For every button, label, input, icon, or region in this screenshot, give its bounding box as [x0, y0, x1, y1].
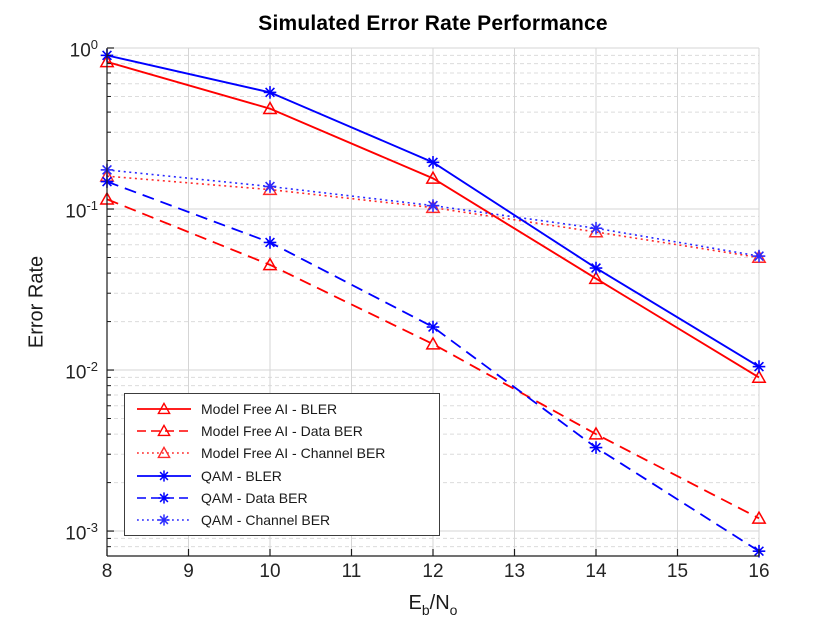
x-tick-label: 12: [422, 561, 444, 582]
legend-label: Model Free AI - Channel BER: [201, 445, 386, 462]
legend-label: QAM - Data BER: [201, 489, 308, 506]
y-tick-label: 10-1: [65, 198, 98, 223]
series-line: [106, 198, 760, 520]
asterisk-marker: [159, 515, 169, 525]
legend-item: QAM - Channel BER: [135, 510, 435, 530]
legend-item: QAM - BLER: [135, 466, 435, 486]
legend-item: Model Free AI - Data BER: [135, 421, 435, 441]
triangle-marker: [157, 402, 171, 415]
asterisk-marker: [428, 322, 438, 332]
legend-line-sample: [137, 446, 191, 459]
x-tick-label: 11: [341, 561, 362, 582]
x-tick-label: 15: [666, 561, 689, 582]
triangle-marker: [425, 336, 441, 350]
legend-line-sample: [137, 492, 191, 504]
asterisk-marker: [265, 237, 275, 248]
triangle-marker: [262, 100, 278, 115]
x-tick-label: 10: [259, 561, 281, 582]
asterisk-marker: [265, 87, 275, 98]
legend-line-sample: [137, 424, 191, 437]
asterisk-marker: [591, 263, 601, 274]
x-axis-label-subscript: b: [421, 602, 430, 618]
triangle-marker: [425, 170, 441, 184]
asterisk-marker: [591, 223, 601, 234]
legend-line-sample: [137, 402, 191, 415]
triangle-marker: [588, 426, 604, 440]
legend-label: Model Free AI - Data BER: [201, 423, 363, 440]
legend-item: Model Free AI - Channel BER: [135, 443, 435, 463]
asterisk-marker: [591, 442, 601, 453]
asterisk-marker: [159, 471, 169, 480]
triangle-marker: [157, 424, 171, 437]
triangle-marker: [157, 446, 171, 459]
asterisk-marker: [754, 251, 764, 262]
x-tick-label: 13: [503, 561, 526, 582]
series-line: [106, 180, 760, 552]
legend-line-sample: [137, 469, 191, 482]
triangle-marker: [751, 369, 767, 383]
y-tick-label: 100: [69, 37, 98, 62]
y-tick-label: 10-3: [65, 520, 98, 545]
asterisk-marker: [754, 361, 764, 372]
asterisk-marker: [265, 181, 275, 192]
x-tick-label: 8: [101, 561, 113, 582]
legend-item: Model Free AI - BLER: [135, 399, 435, 419]
triangle-marker: [425, 199, 441, 214]
asterisk-marker: [428, 200, 438, 211]
x-tick-label: 9: [183, 561, 194, 582]
legend: Model Free AI - BLER Model Free AI - Data…: [124, 393, 440, 536]
x-axis-label: Eb/No: [107, 592, 759, 618]
x-axis-label-text: /N: [429, 592, 450, 614]
triangle-marker: [262, 257, 278, 271]
legend-label: Model Free AI - BLER: [201, 401, 338, 418]
y-axis-label: Error Rate: [25, 255, 48, 349]
triangle-marker: [751, 510, 767, 524]
triangle-marker: [588, 270, 604, 285]
series-line: [106, 60, 760, 379]
y-tick-label: 10-2: [65, 359, 98, 384]
x-tick-label: 14: [585, 561, 607, 582]
legend-label: QAM - Channel BER: [201, 511, 331, 528]
x-axis-label-subscript: o: [449, 602, 458, 618]
legend-label: QAM - BLER: [201, 467, 282, 484]
asterisk-marker: [428, 157, 438, 168]
legend-line-sample: [137, 514, 191, 526]
chart-title: Simulated Error Rate Performance: [258, 12, 608, 35]
legend-item: QAM - Data BER: [135, 488, 435, 508]
x-tick-label: 16: [748, 561, 770, 582]
asterisk-marker: [159, 493, 169, 503]
x-axis-label-text: E: [408, 592, 422, 614]
